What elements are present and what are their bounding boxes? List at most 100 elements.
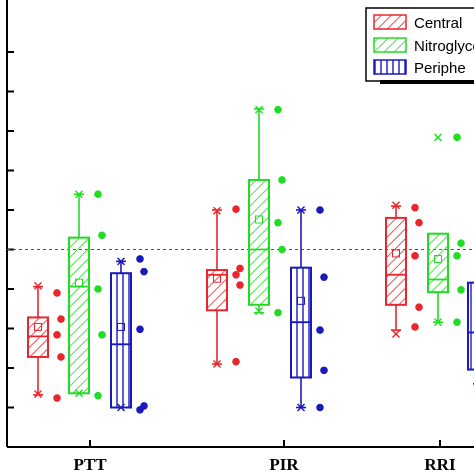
box-pir-peripheral-x-min-marker — [297, 403, 305, 412]
box-pir-nitroglycerin — [248, 105, 286, 317]
box-pir-peripheral-point-1 — [320, 273, 328, 281]
box-ptt-nitroglycerin-point-2 — [94, 285, 102, 293]
box-ptt-peripheral-iqr-box — [110, 272, 132, 409]
box-ptt-nitroglycerin-iqr-box — [68, 236, 90, 395]
category-label-rri: RRI — [424, 455, 456, 474]
box-pir-central-mean-marker — [213, 274, 221, 283]
box-rri-central-x-max-marker — [392, 201, 400, 210]
box-ptt-peripheral-x-min-marker — [117, 403, 125, 412]
box-ptt-central-point-3 — [57, 353, 65, 361]
legend-label-peripheral: Periphe — [414, 60, 466, 77]
box-pir-nitroglycerin-point-0 — [274, 105, 282, 114]
box-ptt-nitroglycerin-point-1 — [98, 231, 106, 240]
box-rri-central-x-min-marker — [392, 330, 400, 339]
box-pir-central-x-max-marker — [213, 206, 221, 215]
category-label-ptt: PTT — [73, 455, 107, 474]
category-label-pir: PIR — [269, 455, 299, 474]
box-ptt-peripheral-x_min-stroke-b — [117, 403, 125, 412]
box-pir-peripheral-x_min-stroke-b — [297, 403, 305, 412]
box-ptt-nitroglycerin-mean-marker — [75, 278, 83, 287]
box-pir-nitroglycerin-x-min-marker — [255, 307, 263, 316]
box-pir-nitroglycerin-x_min-stroke-b — [255, 307, 263, 316]
box-ptt-nitroglycerin-x_min-stroke-b — [75, 389, 83, 398]
box-ptt-nitroglycerin-point-0 — [94, 190, 102, 198]
box-rri-nitroglycerin — [427, 133, 465, 327]
box-rri-central-point-0 — [411, 203, 419, 212]
box-rri-peripheral-iqr-box — [467, 281, 474, 371]
box-ptt-peripheral-x-max-marker — [117, 257, 125, 266]
box-ptt-peripheral — [110, 255, 148, 414]
box-rri-central-x_min-stroke-b — [392, 330, 400, 339]
box-ptt-nitroglycerin-x_max-stroke-b — [75, 190, 83, 199]
box-ptt-peripheral-point-1 — [140, 267, 148, 276]
legend-label-central: Central — [414, 15, 462, 32]
box-rri-central-point-1 — [415, 218, 423, 227]
box-pir-peripheral-point-3 — [320, 366, 328, 375]
box-pir-central — [206, 205, 244, 369]
box-rri-nitroglycerin-point-4 — [453, 318, 461, 326]
box-rri-central-x_max-stroke-b — [392, 201, 400, 210]
box-ptt-nitroglycerin-point-3 — [98, 331, 106, 339]
box-rri-nitroglycerin-x_min-stroke-b — [434, 318, 442, 327]
box-ptt-nitroglycerin — [68, 190, 106, 400]
box-ptt-nitroglycerin-point-4 — [94, 391, 102, 400]
box-ptt-central-point-4 — [53, 394, 61, 402]
box-ptt-central-x_min-stroke-b — [34, 390, 42, 399]
box-ptt-peripheral-point-2 — [136, 325, 144, 334]
box-ptt-peripheral-point-4 — [136, 406, 144, 414]
legend-label-nitroglycerin: Nitroglyce — [414, 38, 474, 55]
x-axis-ticks — [89, 440, 441, 447]
box-ptt-nitroglycerin-x-min-marker — [75, 389, 83, 398]
box-pir-peripheral-x-max-marker — [297, 206, 305, 214]
box-pir-central-point-0 — [232, 205, 240, 214]
legend-swatch-peripheral — [373, 59, 407, 75]
box-pir-nitroglycerin-mean-marker — [255, 215, 263, 224]
box-ptt-central-x-min-marker — [34, 390, 42, 399]
box-ptt-central-mean-marker — [34, 322, 42, 331]
box-rri-nitroglycerin-x_max-stroke-b — [434, 133, 442, 142]
box-ptt-central-point-1 — [57, 315, 65, 323]
box-pir-central-x-min-marker — [213, 360, 221, 369]
box-rri-nitroglycerin-point-2 — [453, 252, 461, 260]
box-rri-central-mean-marker — [392, 249, 400, 258]
legend-swatch-central — [373, 14, 407, 30]
box-ptt-central-x-max-marker — [34, 281, 42, 290]
box-pir-nitroglycerin-point-2 — [274, 218, 282, 227]
box-pir-peripheral-mean-marker — [297, 296, 305, 305]
box-ptt-peripheral-point-0 — [136, 255, 144, 263]
box-pir-peripheral — [290, 206, 328, 412]
box-rri-nitroglycerin-point-0 — [453, 133, 461, 142]
box-rri-central — [385, 201, 423, 339]
box-pir-central-iqr-box — [206, 269, 228, 312]
box-ptt-peripheral-x_max-stroke-b — [117, 257, 125, 266]
box-rri-central-point-3 — [415, 303, 423, 311]
legend: Central Nitroglyce Periphe — [365, 7, 474, 84]
legend-swatch-nitroglycerin — [373, 37, 407, 53]
box-pir-peripheral-point-4 — [316, 403, 324, 412]
box-pir-central-point-2 — [232, 270, 240, 279]
box-ptt-central-point-2 — [53, 331, 61, 339]
box-pir-central-point-1 — [236, 264, 244, 273]
box-pir-nitroglycerin-iqr-box — [248, 178, 270, 306]
box-ptt-central-x_max-stroke-b — [34, 281, 42, 290]
box-ptt-central — [27, 281, 65, 402]
box-pir-peripheral-point-2 — [316, 326, 324, 334]
box-pir-central-x_min-stroke-b — [213, 360, 221, 369]
y-axis-ticks — [7, 51, 14, 409]
box-rri-central-iqr-box — [385, 216, 407, 306]
box-rri-nitroglycerin-mean-marker — [434, 254, 442, 263]
box-pir-nitroglycerin-point-1 — [278, 176, 286, 184]
box-ptt-nitroglycerin-x-max-marker — [75, 190, 83, 199]
box-pir-nitroglycerin-point-3 — [278, 245, 286, 254]
box-rri-central-point-2 — [411, 252, 419, 260]
box-pir-nitroglycerin-x_max-stroke-b — [255, 105, 263, 114]
boxes-layer — [27, 105, 474, 414]
box-pir-peripheral-point-0 — [316, 206, 324, 214]
box-pir-central-x_max-stroke-b — [213, 206, 221, 215]
box-rri-nitroglycerin-point-1 — [457, 239, 465, 247]
box-pir-peripheral-x_max-stroke-b — [297, 206, 305, 214]
box-rri-nitroglycerin-x-max-marker — [434, 133, 442, 142]
box-pir-central-point-4 — [232, 357, 240, 366]
box-rri-central-point-4 — [411, 323, 419, 331]
